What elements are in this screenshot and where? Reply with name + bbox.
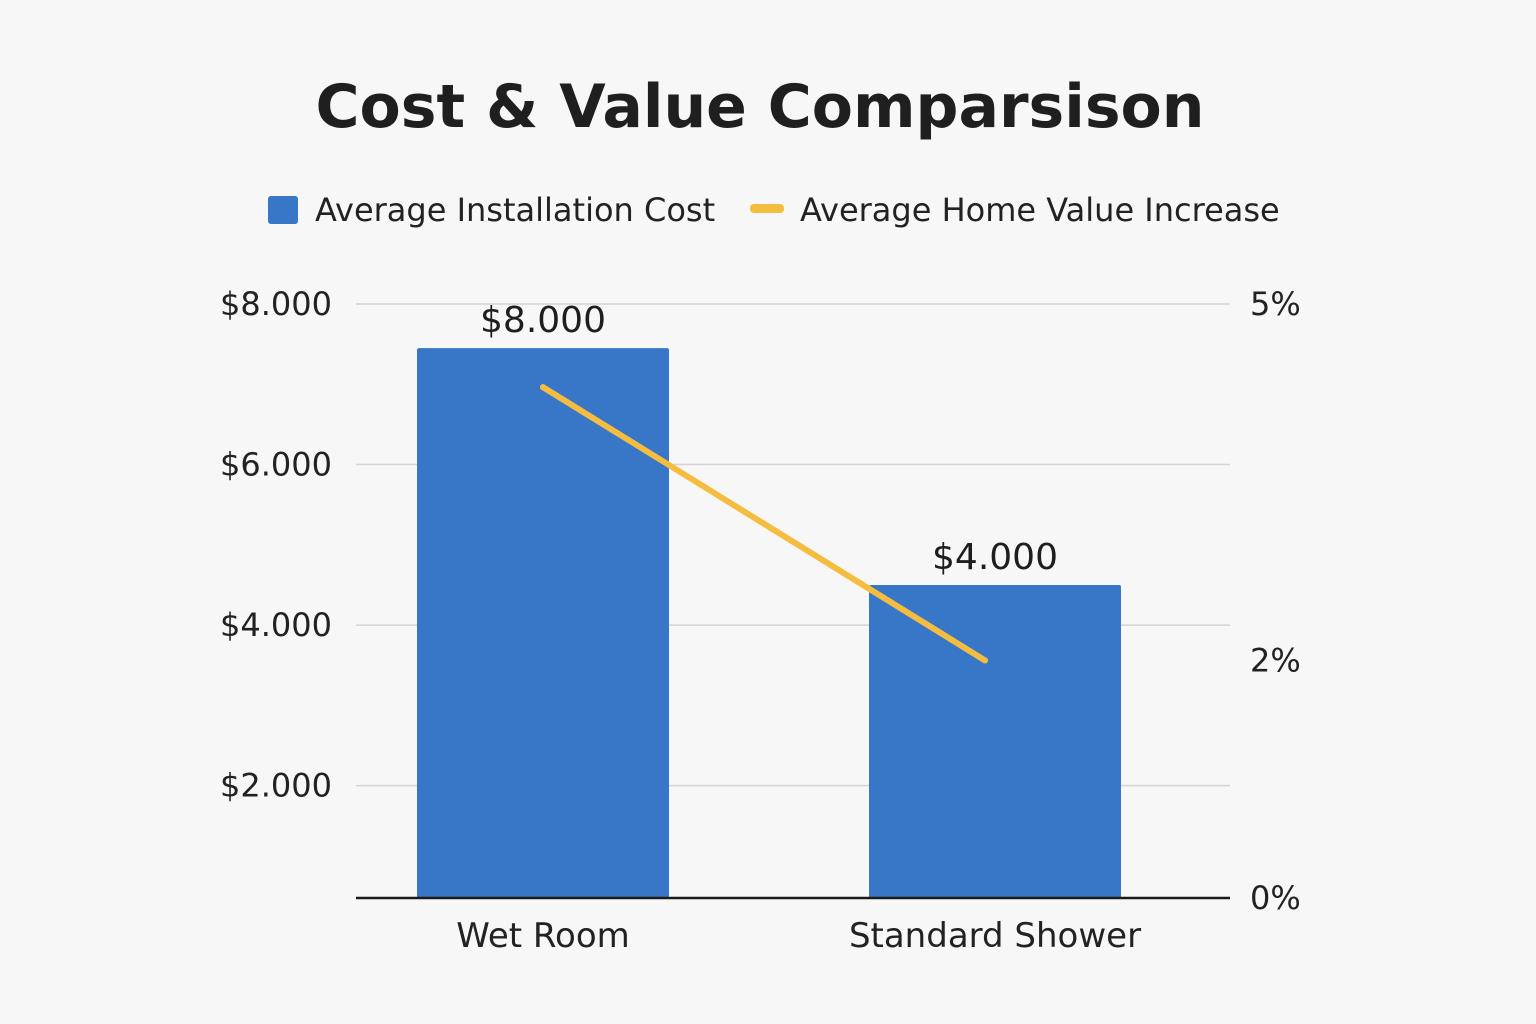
y-left-tick-label: $4.000 [220,606,332,644]
category-label: Standard Shower [849,916,1141,956]
legend-label-bar: Average Installation Cost [315,191,715,229]
y-left-tick-label: $8.000 [220,285,332,323]
legend-swatch-line [750,204,784,213]
category-label: Wet Room [456,916,630,956]
bar-1 [417,348,669,898]
y-left-tick-label: $6.000 [220,446,332,484]
bar-2 [869,584,1121,898]
line-point-2 [982,657,988,664]
bar-data-label: $4.000 [932,537,1058,578]
y-right-tick-label: 5% [1250,285,1301,323]
legend-swatch-bar [268,196,298,224]
legend-label-line: Average Home Value Increase [800,191,1280,229]
chart-title: Cost & Value Comparsison [316,72,1205,142]
bar-data-label: $8.000 [480,300,606,341]
y-left-tick-label: $2.000 [220,767,332,805]
line-point-1 [540,384,546,391]
bars [417,348,1121,898]
labels: $8.000 $4.000 [480,300,1058,578]
y-right-tick-label: 2% [1250,641,1301,679]
axes: $8.000 $6.000 $4.000 $2.000 5% 2% 0% Wet Room St… [220,285,1301,956]
legend: Average Installation Cost Average Home V… [268,191,1280,229]
y-right-tick-label: 0% [1250,879,1301,917]
home-value-line [540,384,988,664]
line-series [540,384,988,664]
